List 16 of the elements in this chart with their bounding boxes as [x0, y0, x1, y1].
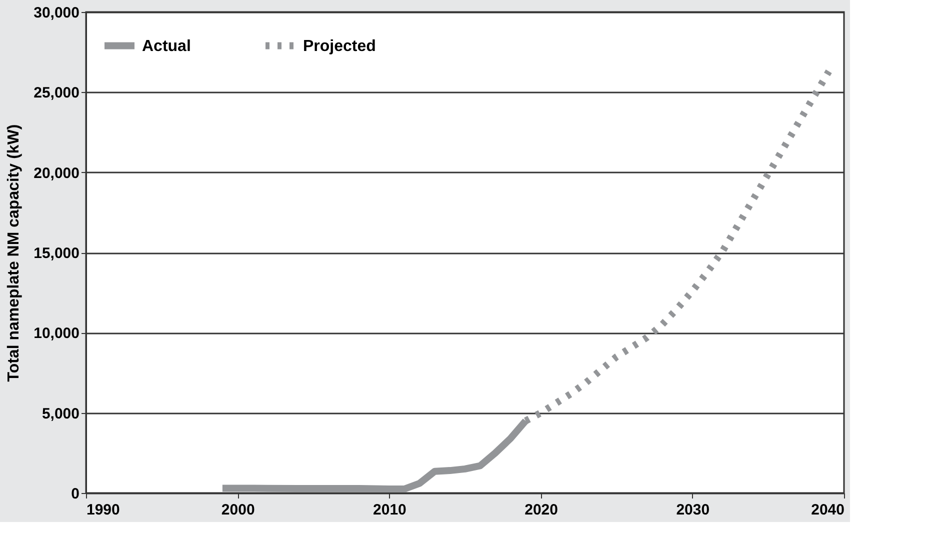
- y-tick-label: 0: [71, 486, 80, 502]
- y-tick-label: 25,000: [34, 84, 80, 102]
- x-tick-label: 2040: [811, 502, 844, 518]
- y-tick-label: 10,000: [34, 325, 80, 342]
- x-tick-label: 2020: [524, 502, 558, 518]
- y-tick-label: 15,000: [34, 245, 80, 262]
- x-tick-label: 2030: [676, 502, 710, 518]
- x-tick-label: 2010: [373, 502, 406, 518]
- legend-label: Actual: [142, 38, 191, 55]
- y-tick-label: 20,000: [34, 164, 80, 182]
- y-axis-title: Total nameplate NM capacity (kW): [6, 124, 23, 382]
- x-tick-label: 2000: [221, 502, 255, 518]
- legend-label: Projected: [303, 38, 376, 55]
- y-tick-label: 5,000: [42, 405, 80, 422]
- x-tick-label: 1990: [86, 502, 120, 518]
- y-tick-label: 30,000: [34, 4, 80, 22]
